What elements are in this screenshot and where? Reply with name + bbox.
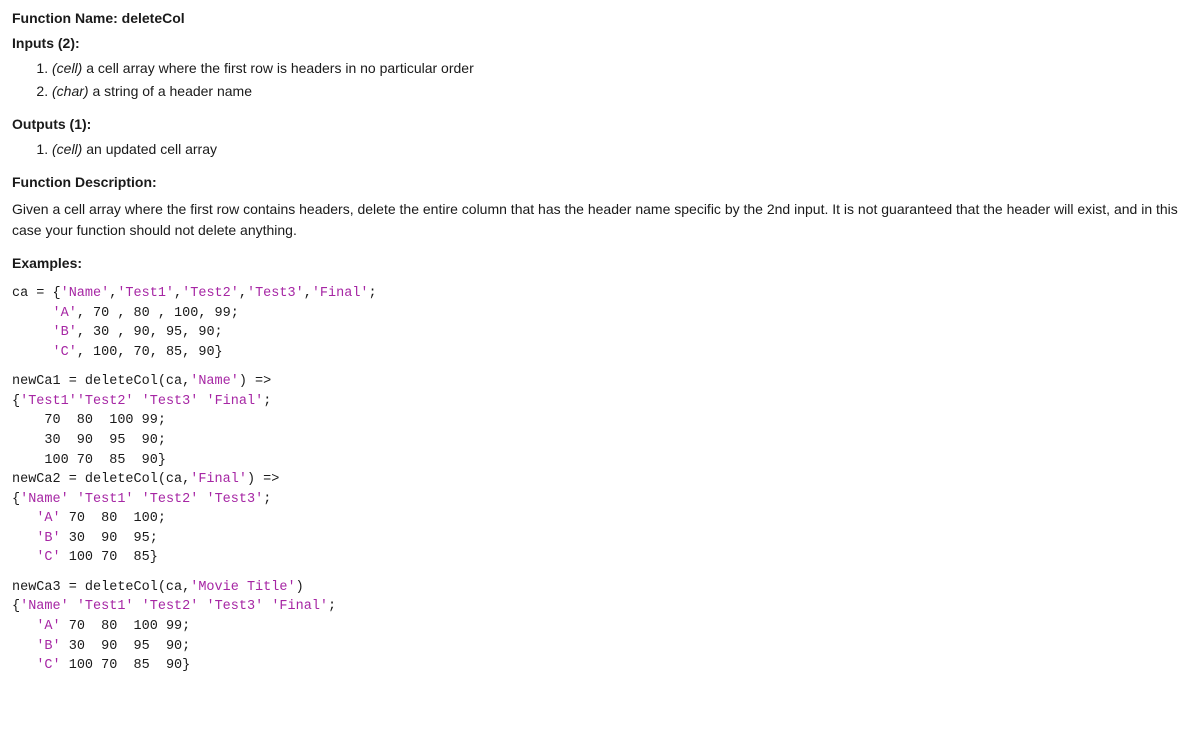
- description-label: Function Description:: [12, 172, 1188, 193]
- function-name-line: Function Name: deleteCol: [12, 8, 1188, 29]
- item-text: a cell array where the first row is head…: [82, 60, 473, 76]
- list-item: (char) a string of a header name: [52, 81, 1188, 102]
- type-label: (char): [52, 83, 89, 99]
- type-label: (cell): [52, 60, 82, 76]
- type-label: (cell): [52, 141, 82, 157]
- code-block-2: newCa1 = deleteCol(ca,'Name') => {'Test1…: [12, 372, 1188, 568]
- outputs-label: Outputs (1):: [12, 114, 1188, 135]
- function-name-label: Function Name:: [12, 10, 122, 26]
- code-block-1: ca = {'Name','Test1','Test2','Test3','Fi…: [12, 284, 1188, 362]
- inputs-label: Inputs (2):: [12, 33, 1188, 54]
- outputs-list: (cell) an updated cell array: [12, 139, 1188, 160]
- list-item: (cell) an updated cell array: [52, 139, 1188, 160]
- inputs-list: (cell) a cell array where the first row …: [12, 58, 1188, 102]
- list-item: (cell) a cell array where the first row …: [52, 58, 1188, 79]
- item-text: an updated cell array: [82, 141, 217, 157]
- item-text: a string of a header name: [89, 83, 252, 99]
- code-block-3: newCa3 = deleteCol(ca,'Movie Title') {'N…: [12, 578, 1188, 676]
- function-name: deleteCol: [122, 10, 185, 26]
- description-text: Given a cell array where the first row c…: [12, 199, 1188, 241]
- examples-label: Examples:: [12, 253, 1188, 274]
